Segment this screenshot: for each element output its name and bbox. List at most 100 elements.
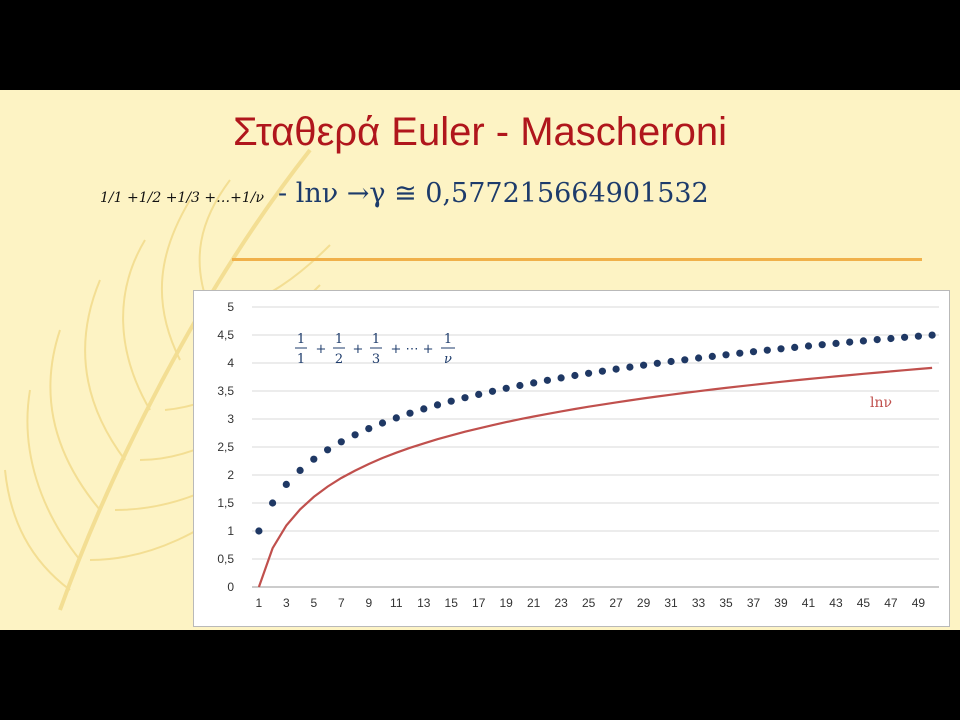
y-tick-label: 4: [227, 356, 234, 370]
x-tick-label: 31: [664, 596, 678, 610]
harmonic-data-point: [420, 405, 428, 413]
x-tick-label: 23: [554, 596, 568, 610]
harmonic-data-point: [667, 357, 675, 366]
harmonic-data-point: [282, 480, 290, 488]
y-tick-label: 2,5: [217, 440, 234, 454]
harmonic-data-point: [681, 356, 689, 364]
x-tick-label: 1: [256, 596, 263, 610]
euler-limit-formula: - lnν →γ ≅ 0,5772156649015​32: [278, 178, 709, 209]
label-den-3: 3: [372, 352, 380, 367]
label-num-3: 1: [372, 332, 380, 347]
harmonic-data-point: [406, 409, 414, 417]
harmonic-data-point: [832, 339, 840, 347]
chart-container: 0 0,5 1 1,5 2 2,5 3 3,5 4 4,5 5 1 3 5 7 9 11 13 15 17 19 21 2…: [193, 290, 950, 627]
x-tick-label: 27: [609, 596, 623, 610]
harmonic-data-point: [722, 351, 730, 359]
harmonic-data-point: [324, 446, 332, 454]
label-num-1: 1: [297, 332, 305, 347]
divider-line: [232, 258, 922, 261]
x-tick-label: 3: [283, 596, 290, 610]
y-tick-label: 5: [227, 300, 234, 314]
harmonic-data-point: [269, 499, 277, 507]
y-tick-label: 3: [227, 412, 234, 426]
harmonic-data-point: [557, 374, 565, 382]
x-tick-label: 25: [582, 596, 596, 610]
harmonic-data-point: [695, 354, 703, 362]
harmonic-data-point: [598, 367, 606, 375]
x-tick-label: 43: [829, 596, 843, 610]
x-tick-label: 41: [802, 596, 816, 610]
harmonic-data-point: [612, 365, 620, 373]
harmonic-data-point: [914, 332, 923, 340]
harmonic-data-point: [365, 425, 373, 433]
harmonic-data-point: [296, 466, 304, 474]
ln-series-line: [257, 366, 933, 588]
y-tick-label: 0,5: [217, 552, 234, 566]
harmonic-data-point: [749, 348, 758, 356]
y-tick-label: 2: [227, 468, 234, 482]
chart: 00,511,522,533,544,55 1 3 5 7 9 11 13 15 17 19 21 2…: [217, 300, 939, 610]
x-tick-label: 17: [472, 596, 486, 610]
x-tick-label: 19: [500, 596, 514, 610]
label-num-n: 1: [444, 332, 452, 347]
harmonic-data-point: [571, 371, 579, 380]
x-tick-label: 39: [774, 596, 788, 610]
harmonic-data-point: [543, 376, 551, 384]
x-tick-label: 9: [365, 596, 372, 610]
harmonic-data-point: [928, 331, 936, 339]
y-tick-label: 0: [227, 580, 234, 594]
harmonic-data-point: [392, 414, 400, 422]
label-den-1: 1: [297, 352, 305, 367]
harmonic-data-point: [447, 397, 455, 405]
slide-title: Σταθερά Euler - Mascheroni: [233, 110, 727, 154]
x-tick-label: 5: [310, 596, 317, 610]
x-tick-label: 33: [692, 596, 706, 610]
x-tick-label: 47: [884, 596, 898, 610]
harmonic-data-point: [255, 527, 263, 535]
harmonic-data-point: [653, 359, 661, 367]
y-tick-label: 3,5: [217, 384, 234, 398]
harmonic-data-point: [818, 341, 826, 349]
x-tick-label: 49: [912, 596, 926, 610]
label-plus-1: +: [316, 342, 327, 357]
harmonic-data-point: [475, 390, 483, 398]
harmonic-sum-formula: 1/1 +1/2 +1/3 +…+1/ν: [100, 190, 265, 206]
harmonic-data-point: [777, 345, 785, 353]
harmonic-data-point: [516, 381, 524, 390]
y-tick-label: 1: [227, 524, 234, 538]
label-num-2: 1: [335, 332, 343, 347]
label-plus-2: +: [353, 342, 364, 357]
harmonic-data-point: [351, 431, 359, 439]
x-tick-label: 11: [390, 596, 403, 610]
ln-series-label: lnν: [870, 395, 892, 411]
x-tick-label: 35: [719, 596, 733, 610]
harmonic-data-point: [736, 349, 744, 357]
harmonic-data-point: [901, 333, 909, 341]
x-tick-label: 37: [747, 596, 761, 610]
harmonic-data-point: [502, 384, 510, 392]
harmonic-series-label: 1 1 + 1 2 + 1 3 + ⋯ + 1 ν: [295, 332, 455, 367]
x-tick-label: 29: [637, 596, 651, 610]
x-tick-label: 15: [445, 596, 459, 610]
harmonic-data-point: [791, 343, 799, 351]
y-tick-label: 1,5: [217, 496, 234, 510]
slide: Σταθερά Euler - Mascheroni 1/1 +1/2 +1/3…: [0, 90, 960, 630]
harmonic-data-point: [530, 379, 538, 387]
label-den-2: 2: [335, 352, 343, 367]
harmonic-data-point: [763, 346, 771, 354]
harmonic-data-point: [585, 369, 593, 377]
harmonic-data-point: [378, 419, 387, 427]
harmonic-data-point: [488, 387, 497, 395]
harmonic-data-point: [310, 455, 318, 463]
harmonic-data-point: [626, 363, 634, 371]
harmonic-data-point: [433, 401, 442, 409]
x-tick-label: 21: [527, 596, 541, 610]
x-tick-label: 13: [417, 596, 431, 610]
harmonic-data-point: [461, 394, 469, 402]
formula: 1/1 +1/2 +1/3 +…+1/ν - lnν →γ ≅ 0,5772156…: [100, 178, 709, 209]
x-tick-label: 7: [338, 596, 345, 610]
label-ellipsis: + ⋯ +: [390, 342, 433, 357]
harmonic-data-point: [640, 361, 648, 369]
harmonic-data-point: [804, 342, 813, 350]
harmonic-data-point: [708, 352, 716, 360]
